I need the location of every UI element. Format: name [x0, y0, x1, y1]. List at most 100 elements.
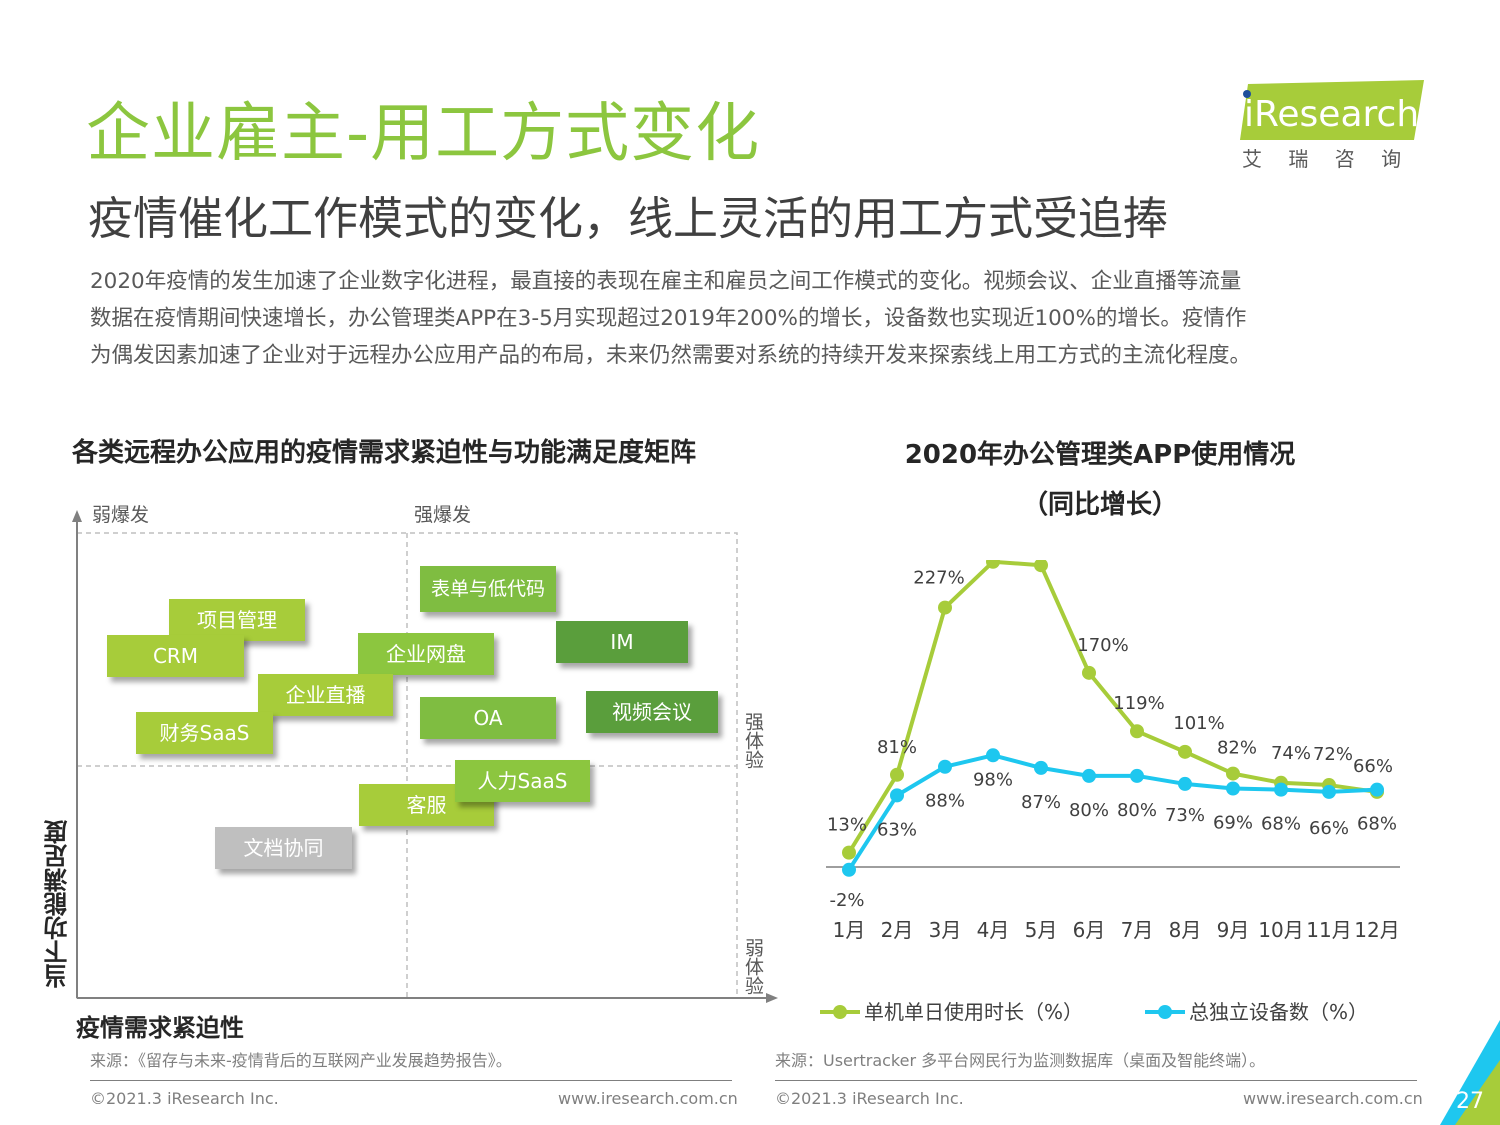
- data-label: 68%: [1357, 814, 1397, 835]
- matrix-axes: [72, 510, 778, 1003]
- x-tick-label: 12月: [1354, 918, 1399, 942]
- quadrant-label-weak-experience: 弱体验: [742, 938, 764, 995]
- x-tick-label: 4月: [977, 918, 1010, 942]
- data-label: 80%: [1117, 800, 1157, 821]
- matrix-item-crm: CRM: [107, 635, 244, 677]
- data-label: 81%: [877, 737, 917, 758]
- x-tick-label: 10月: [1258, 918, 1303, 942]
- x-tick-label: 9月: [1217, 918, 1250, 942]
- matrix-item-video-conference: 视频会议: [586, 691, 718, 733]
- logo-tagline: 艾 瑞 咨 询: [1242, 147, 1411, 170]
- line-chart-subtitle: （同比增长）: [1021, 490, 1178, 520]
- x-tick-label: 11月: [1306, 918, 1351, 942]
- matrix-item-project-management: 项目管理: [169, 599, 305, 641]
- data-label: 66%: [1309, 818, 1349, 839]
- series-1-point: [1082, 665, 1096, 680]
- iresearch-logo: iResearch 艾 瑞 咨 询: [1240, 80, 1424, 170]
- data-label: 68%: [1261, 814, 1301, 835]
- data-label: 13%: [827, 815, 867, 836]
- matrix-item-hr-saas: 人力SaaS: [455, 760, 590, 802]
- x-axis-arrow: [766, 993, 778, 1003]
- corner-green-triangle: [1455, 1060, 1500, 1125]
- data-label: 98%: [973, 769, 1013, 790]
- y-axis-arrow: [72, 510, 82, 522]
- legend-label: 单机单日使用时长（%）: [864, 1000, 1083, 1024]
- series-2-point: [986, 748, 1000, 763]
- footer-website-right[interactable]: www.iresearch.com.cn: [1243, 1089, 1423, 1108]
- data-label: 88%: [925, 791, 965, 812]
- data-label: 101%: [1173, 713, 1224, 734]
- intro-paragraph: 2020年疫情的发生加速了企业数字化进程，最直接的表现在雇主和雇员之间工作模式的…: [90, 263, 1440, 374]
- data-label: 74%: [1271, 743, 1311, 764]
- footer-divider-right: [775, 1080, 1417, 1081]
- series-1-point: [1130, 724, 1144, 739]
- matrix-title: 各类远程办公应用的疫情需求紧迫性与功能满足度矩阵: [72, 438, 697, 468]
- matrix-item-enterprise-netdisk: 企业网盘: [358, 633, 494, 675]
- data-label: 87%: [1021, 792, 1061, 813]
- intro-line: 为偶发因素加速了企业对于远程办公应用产品的布局，未来仍然需要对系统的持续开发来探…: [90, 343, 1252, 368]
- footer-divider-left: [90, 1080, 732, 1081]
- series-1-point: [1178, 744, 1192, 759]
- series-1-point: [842, 845, 856, 860]
- legend-swatch-dot: [833, 1005, 847, 1019]
- matrix-source: 来源：《留存与未来-疫情背后的互联网产业发展趋势报告》。: [90, 1051, 512, 1070]
- data-label: 227%: [913, 568, 964, 589]
- line-chart-title: 2020年办公管理类APP使用情况: [904, 440, 1296, 470]
- series-2-point: [1322, 784, 1336, 799]
- series-2-point: [1082, 768, 1096, 783]
- matrix-item-im: IM: [556, 621, 688, 663]
- series-2-point: [1034, 760, 1048, 775]
- matrix-item-doc-collaboration: 文档协同: [215, 827, 352, 869]
- series-line-2: [847, 753, 1378, 871]
- series-line-1: [847, 560, 1378, 854]
- page-corner-decoration: 27: [1440, 1020, 1500, 1125]
- legend-label: 总独立设备数（%）: [1189, 1000, 1368, 1024]
- page-number: 27: [1456, 1089, 1484, 1114]
- series-2-point: [938, 759, 952, 774]
- page-title: 企业雇主-用工方式变化: [86, 97, 761, 171]
- series-2-point: [890, 788, 904, 803]
- x-tick-label: 2月: [881, 918, 914, 942]
- y-axis-label: 当下功能满足度: [44, 820, 72, 988]
- matrix-item-form-lowcode: 表单与低代码: [420, 566, 556, 612]
- data-label: 72%: [1313, 744, 1353, 765]
- series-2-point: [1370, 782, 1384, 797]
- series-2-point: [1178, 776, 1192, 791]
- series-1-point: [938, 600, 952, 615]
- matrix-item-finance-saas: 财务SaaS: [136, 712, 273, 754]
- series-2-point: [1130, 768, 1144, 783]
- x-tick-label: 7月: [1121, 918, 1154, 942]
- data-label: 66%: [1353, 756, 1393, 777]
- x-tick-label: 1月: [833, 918, 866, 942]
- quadrant-label-strong-experience: 强体验: [742, 712, 764, 769]
- series-1-point: [1226, 766, 1240, 781]
- x-tick-label: 3月: [929, 918, 962, 942]
- x-axis-label: 疫情需求紧迫性: [76, 1014, 244, 1042]
- page-subtitle: 疫情催化工作模式的变化，线上灵活的用工方式受追捧: [88, 192, 1169, 245]
- data-label: 82%: [1217, 738, 1257, 759]
- logo-banner: [1240, 80, 1424, 140]
- matrix-item-oa: OA: [420, 697, 556, 739]
- data-label: 69%: [1213, 812, 1253, 833]
- data-label: 170%: [1077, 635, 1128, 656]
- data-label: 73%: [1165, 805, 1205, 826]
- data-label: 119%: [1113, 693, 1164, 714]
- logo-dot: [1243, 90, 1251, 98]
- x-tick-label: 6月: [1073, 918, 1106, 942]
- series-1-point: [986, 560, 1000, 569]
- data-label: 80%: [1069, 800, 1109, 821]
- x-tick-label: 8月: [1169, 918, 1202, 942]
- line-chart-source: 来源：Usertracker 多平台网民行为监测数据库（桌面及智能终端）。: [775, 1051, 1266, 1070]
- series-2-point: [1274, 782, 1288, 797]
- quadrant-label-strong-burst: 强爆发: [414, 504, 472, 526]
- matrix-item-enterprise-live: 企业直播: [258, 674, 393, 716]
- legend-swatch-dot: [1158, 1005, 1172, 1019]
- data-label: 63%: [877, 819, 917, 840]
- intro-line: 数据在疫情期间快速增长，办公管理类APP在3-5月实现超过2019年200%的增…: [90, 306, 1247, 331]
- footer-copyright-left: ©2021.3 iResearch Inc.: [90, 1089, 279, 1108]
- footer-copyright-right: ©2021.3 iResearch Inc.: [775, 1089, 964, 1108]
- logo-brand: iResearch: [1244, 94, 1419, 135]
- footer-website-left[interactable]: www.iresearch.com.cn: [558, 1089, 738, 1108]
- x-tick-label: 5月: [1025, 918, 1058, 942]
- intro-line: 2020年疫情的发生加速了企业数字化进程，最直接的表现在雇主和雇员之间工作模式的…: [90, 269, 1242, 294]
